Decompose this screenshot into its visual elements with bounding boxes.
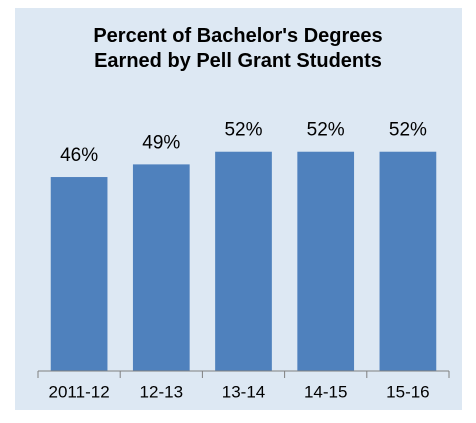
x-tick-label: 13-14 [222,382,265,401]
x-tick-label: 14-15 [304,382,347,401]
data-label: 46% [60,145,98,166]
x-tick-label: 15-16 [386,382,429,401]
x-tick-label: 12-13 [140,382,183,401]
data-label: 52% [389,120,427,141]
bar [379,151,437,371]
bar [50,177,108,371]
bar [215,151,272,371]
data-label: 52% [224,120,262,141]
bar [297,151,355,371]
data-label: 52% [307,120,345,141]
chart-title: Percent of Bachelor's Degrees Earned by … [93,25,383,72]
bar [132,164,190,371]
data-label: 49% [142,132,180,153]
x-tick-label: 2011-12 [49,382,110,401]
